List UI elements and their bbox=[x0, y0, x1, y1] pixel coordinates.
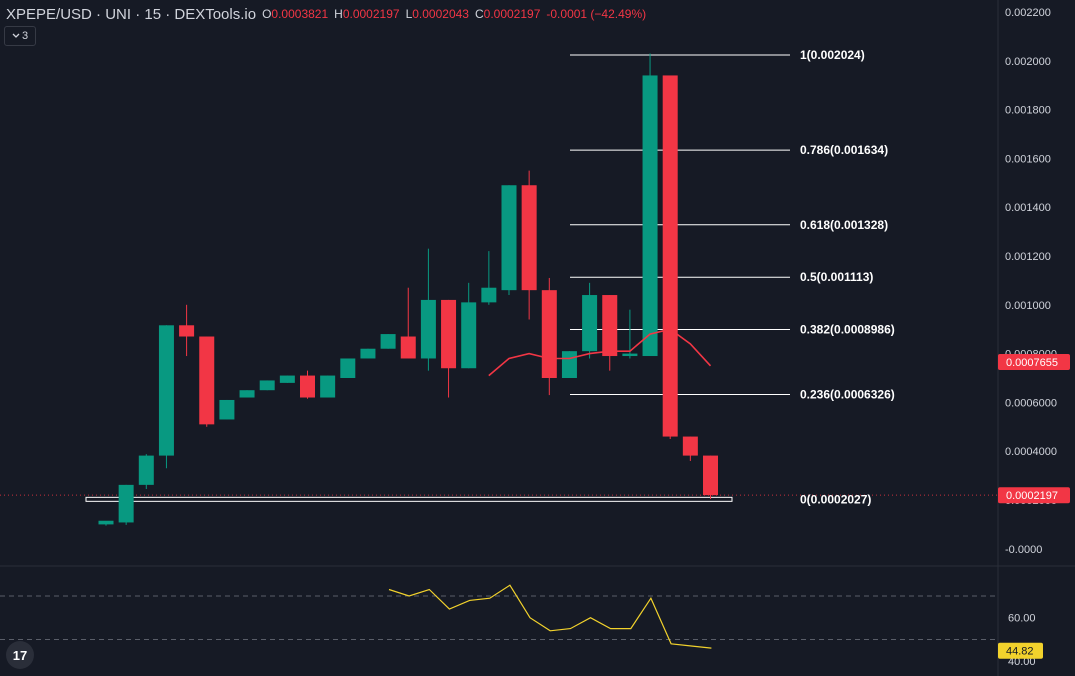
candle-down bbox=[400, 336, 416, 359]
price-tag-label: 0.0002197 bbox=[1006, 490, 1058, 502]
rsi-pane[interactable] bbox=[0, 584, 998, 676]
tradingview-logo[interactable]: 17 bbox=[6, 641, 34, 669]
candle-down bbox=[541, 290, 557, 378]
price-tick-label: 0.002000 bbox=[1005, 56, 1051, 68]
rsi-value-box bbox=[998, 642, 1043, 659]
candle-up bbox=[501, 185, 517, 291]
ohlc-legend: XPEPE/USD · UNI · 15 · DEXTools.io O 0.00… bbox=[6, 4, 646, 24]
indicator-count: 3 bbox=[21, 30, 29, 42]
open-value: 0.0003821 bbox=[271, 7, 329, 21]
price-tick-label: 0.001400 bbox=[1005, 202, 1051, 214]
price-tick-label: 0.001000 bbox=[1005, 300, 1051, 312]
rsi-value-label: 44.82 bbox=[1006, 646, 1034, 658]
low-label: L bbox=[405, 7, 413, 21]
candle-up bbox=[582, 295, 598, 352]
price-pane[interactable]: 1(0.002024) 0.786(0.001634) 0.618(0.001328… bbox=[0, 48, 998, 526]
rsi-tick-label: 60.00 bbox=[1008, 613, 1036, 625]
moving-average-line bbox=[488, 328, 712, 377]
candle-down bbox=[703, 455, 718, 496]
price-tick-label: 0.001600 bbox=[1005, 153, 1051, 165]
candle-up bbox=[561, 351, 577, 378]
fib-level-label: 0.618(0.001328) bbox=[800, 218, 888, 232]
candle-up bbox=[642, 75, 658, 357]
chevron-down-icon bbox=[12, 33, 20, 38]
price-tick-label: 0.0006000 bbox=[1005, 397, 1057, 409]
candle-up bbox=[138, 455, 154, 485]
price-tick-label: 0.001800 bbox=[1005, 105, 1051, 117]
price-tag-label: 0.0007655 bbox=[1006, 357, 1058, 369]
price-tick-label: 0.001200 bbox=[1005, 251, 1051, 263]
candle-up bbox=[259, 380, 275, 391]
price-tag-box bbox=[998, 487, 1070, 504]
rsi-line bbox=[388, 584, 712, 649]
price-tick-label: -0.0000 bbox=[1005, 544, 1042, 556]
fib-level-label: 1(0.002024) bbox=[800, 48, 865, 62]
candle-down bbox=[441, 299, 457, 369]
fib-base-box bbox=[85, 496, 733, 502]
open-label: O bbox=[262, 7, 272, 21]
candle-up bbox=[420, 299, 436, 359]
candle-up bbox=[279, 375, 295, 383]
candle-up bbox=[380, 334, 396, 349]
fib-level-label: 0(0.0002027) bbox=[800, 492, 871, 506]
candle-up bbox=[158, 325, 174, 456]
candle-down bbox=[179, 325, 195, 337]
candle-down bbox=[602, 295, 618, 357]
candle-up bbox=[98, 520, 114, 525]
rsi-tick-label: 40.00 bbox=[1008, 656, 1036, 668]
fib-level-label: 0.5(0.001113) bbox=[800, 270, 873, 284]
price-tick-label: 0.002200 bbox=[1005, 7, 1051, 19]
candle-up bbox=[118, 484, 134, 523]
pair-title: XPEPE/USD · UNI · 15 · DEXTools.io bbox=[6, 5, 257, 23]
high-label: H bbox=[334, 7, 343, 21]
candle-down bbox=[662, 75, 678, 437]
indicator-toggle-button[interactable]: 3 bbox=[4, 26, 36, 46]
close-label: C bbox=[474, 7, 484, 21]
price-tick-label: 0.0004000 bbox=[1005, 446, 1057, 458]
candle-down bbox=[199, 336, 215, 425]
candle-up bbox=[219, 399, 235, 420]
candle-up bbox=[340, 358, 356, 378]
candle-up bbox=[481, 287, 497, 303]
candle-down bbox=[300, 375, 315, 398]
candle-up bbox=[461, 302, 477, 369]
high-value: 0.0002197 bbox=[342, 7, 400, 21]
candle-up bbox=[622, 353, 638, 357]
candle-down bbox=[521, 185, 537, 291]
change-value: -0.0001 (−42.49%) bbox=[546, 7, 647, 21]
low-value: 0.0002043 bbox=[412, 7, 469, 21]
fib-level-label: 0.236(0.0006326) bbox=[800, 387, 895, 401]
candle-up bbox=[360, 348, 376, 359]
candle-down bbox=[682, 436, 698, 456]
fib-level-label: 0.786(0.001634) bbox=[800, 143, 888, 157]
price-tag-box bbox=[998, 354, 1070, 371]
fib-level-label: 0.382(0.0008986) bbox=[800, 323, 895, 337]
candle-up bbox=[320, 375, 336, 398]
close-value: 0.0002197 bbox=[483, 7, 541, 21]
candle-up bbox=[239, 390, 255, 398]
